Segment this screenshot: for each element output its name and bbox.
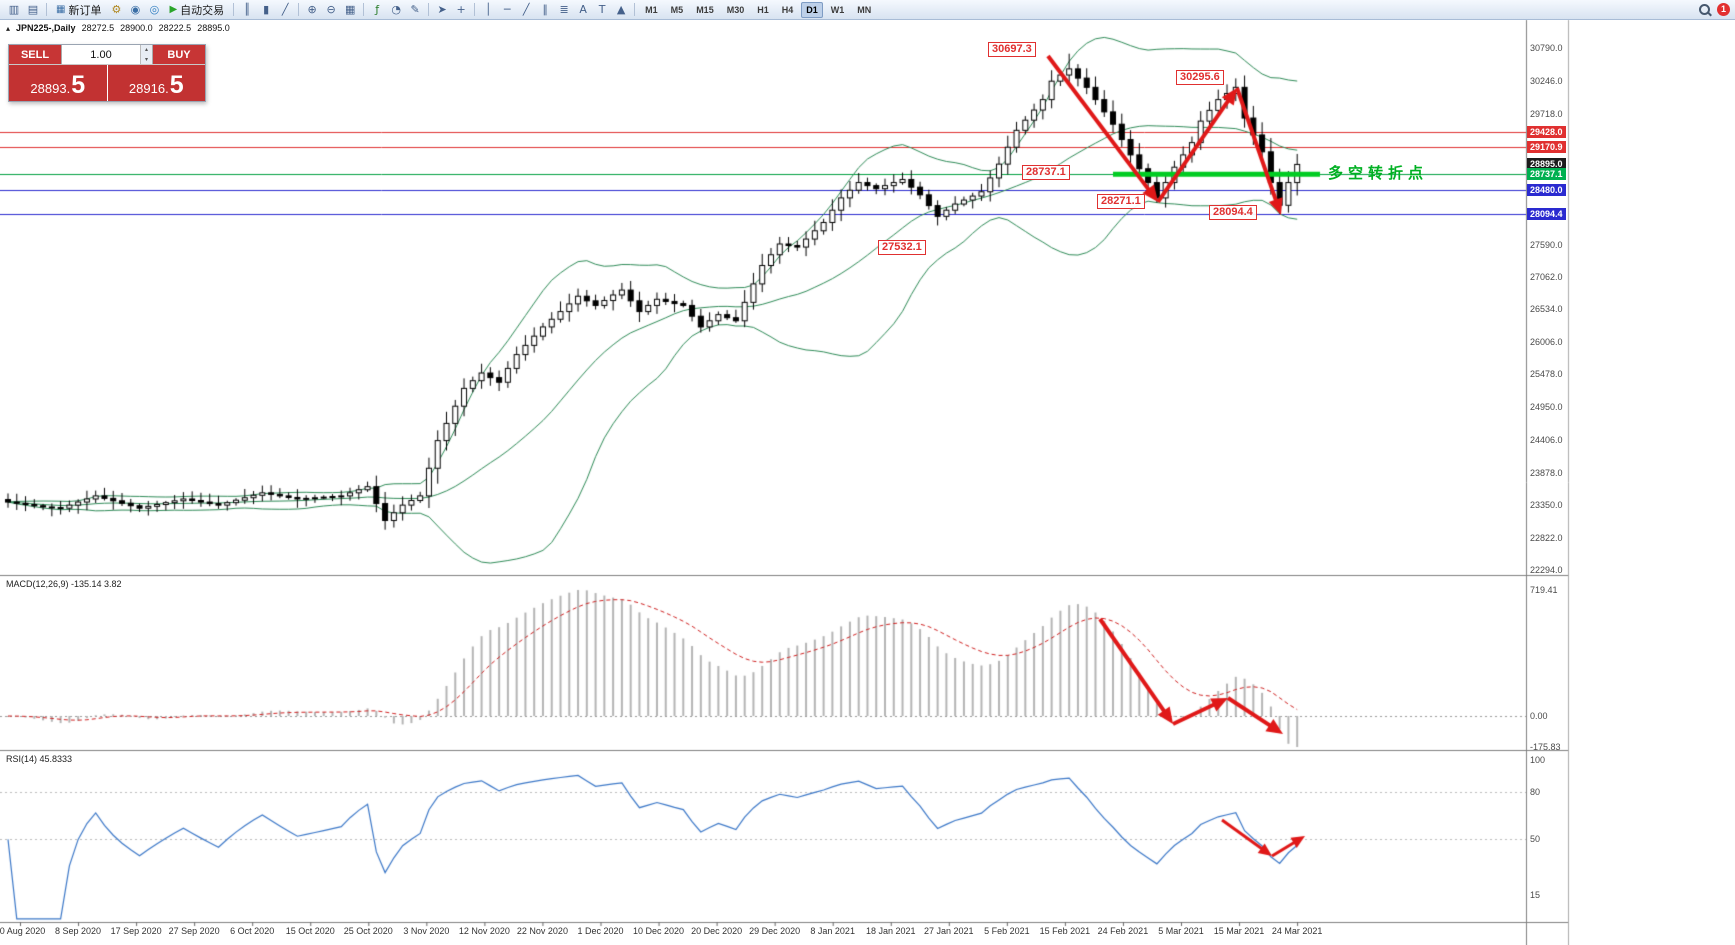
auto-trading-icon: ▶ [169,4,178,15]
buy-button[interactable]: BUY [153,45,205,64]
buy-price-sep: . [165,81,169,96]
label-icon[interactable]: T [598,3,606,16]
ohlc-low: 28222.5 [158,23,192,33]
timeframe-h1[interactable]: H1 [757,4,769,15]
price-annotation-box[interactable]: 30697.3 [988,42,1036,58]
toolbar-separator [634,3,636,16]
new-order-icon: ▦ [56,4,66,15]
periods-icon[interactable]: ◔ [391,3,401,16]
timeframe-mn[interactable]: MN [857,4,872,15]
rsi-indicator-label: RSI(14) 45.8333 [6,754,73,764]
sell-price-pips: 5 [71,71,86,99]
toolbar-separator [46,3,47,16]
new-chart-icon[interactable]: ▥ [8,3,20,16]
zoom-out-icon[interactable]: ⊖ [326,3,336,16]
market-icon[interactable]: ◉ [130,3,141,16]
ohlc-high: 28900.0 [120,23,153,33]
toolbar-separator [428,3,430,16]
channel-icon[interactable]: ∥ [542,3,548,16]
volume-spin-buttons: ▴ ▾ [140,45,152,64]
trendline-icon[interactable]: ╱ [522,3,530,16]
timeframe-d1[interactable]: D1 [801,1,823,18]
price-annotation-box[interactable]: 28737.1 [1022,164,1070,180]
fibonacci-icon[interactable]: ≣ [559,3,569,16]
vertical-line-icon[interactable]: │ [484,3,492,16]
toolbar-separator [363,3,365,16]
notification-badge[interactable]: 1 [1717,3,1730,16]
bar-chart-icon[interactable]: ║ [243,3,251,16]
buy-price-pips: 5 [169,71,184,99]
sell-price[interactable]: 28893. 5 [9,65,107,101]
ohlc-open: 28272.5 [81,23,115,33]
auto-trading-button[interactable]: ▶ 自动交易 [164,2,229,18]
crosshair-icon[interactable]: + [456,3,466,16]
zoom-in-icon[interactable]: ⊕ [307,3,317,16]
new-order-button-label: 新订单 [68,4,102,17]
one-click-toggle-icon[interactable]: ▴ [6,23,11,33]
timeframe-m5[interactable]: M5 [670,4,684,15]
text-icon[interactable]: A [579,3,587,16]
line-chart-icon[interactable]: ╱ [281,3,289,16]
toolbar-separator [474,3,476,16]
volume-stepper[interactable]: 1.00 ▴ ▾ [61,45,153,64]
timeframe-h4[interactable]: H4 [781,4,794,15]
volume-up-icon[interactable]: ▴ [141,45,152,55]
signals-icon[interactable]: ◎ [149,3,160,16]
horizontal-line-icon[interactable]: ─ [503,3,511,16]
buy-price[interactable]: 28916. 5 [107,65,205,101]
toolbar-separator [233,3,235,16]
price-annotation-box[interactable]: 27532.1 [878,239,926,255]
ohlc-close: 28895.0 [197,23,230,33]
timeframe-m15[interactable]: M15 [696,4,714,15]
macd-indicator-label: MACD(12,26,9) -135.14 3.82 [6,579,122,589]
new-order-button[interactable]: ▦ 新订单 [51,2,106,18]
cursor-icon[interactable]: ➤ [437,3,447,16]
timeframe-m1[interactable]: M1 [645,4,658,15]
toolbar: ▥ ▤ ▦ 新订单 ⚙ ◉ ◎ ▶ 自动交易 ║ ▮ ╱ ⊕ ⊖ ▦ ƒ ◔ ✎ ➤ + │ ─ ╱ ∥ ≣ A T ▲ M1 M5 M15… [0,0,1735,20]
auto-trading-button-label: 自动交易 [180,4,225,17]
sell-button[interactable]: SELL [9,45,61,64]
price-annotation-box[interactable]: 28271.1 [1097,194,1145,210]
volume-down-icon[interactable]: ▾ [141,54,152,64]
arrows-icon[interactable]: ▲ [616,3,626,16]
timeframe-m30[interactable]: M30 [726,4,745,15]
one-click-trading-panel: SELL 1.00 ▴ ▾ BUY 28893. 5 28916. 5 [8,44,206,102]
symbol-label: JPN225-,Daily [16,23,76,33]
tile-windows-icon[interactable]: ▦ [344,3,356,16]
volume-value[interactable]: 1.00 [90,49,112,61]
chart-header: ▴ JPN225-,Daily 28272.5 28900.0 28222.5 … [6,23,230,33]
sell-price-sep: . [66,81,71,96]
sell-price-main: 28893 [30,81,67,96]
expert-advisors-icon[interactable]: ⚙ [111,3,122,16]
price-annotation-box[interactable]: 30295.6 [1176,70,1224,86]
toolbar-separator [298,3,300,16]
indicators-icon[interactable]: ƒ [375,3,380,16]
profiles-icon[interactable]: ▤ [27,3,39,16]
candlestick-chart-icon[interactable]: ▮ [263,3,270,16]
search-icon[interactable] [1697,2,1712,17]
timeframe-w1[interactable]: W1 [830,4,845,15]
templates-icon[interactable]: ✎ [410,3,420,16]
price-annotation-box[interactable]: 28094.4 [1209,205,1257,221]
buy-price-main: 28916 [128,81,166,96]
